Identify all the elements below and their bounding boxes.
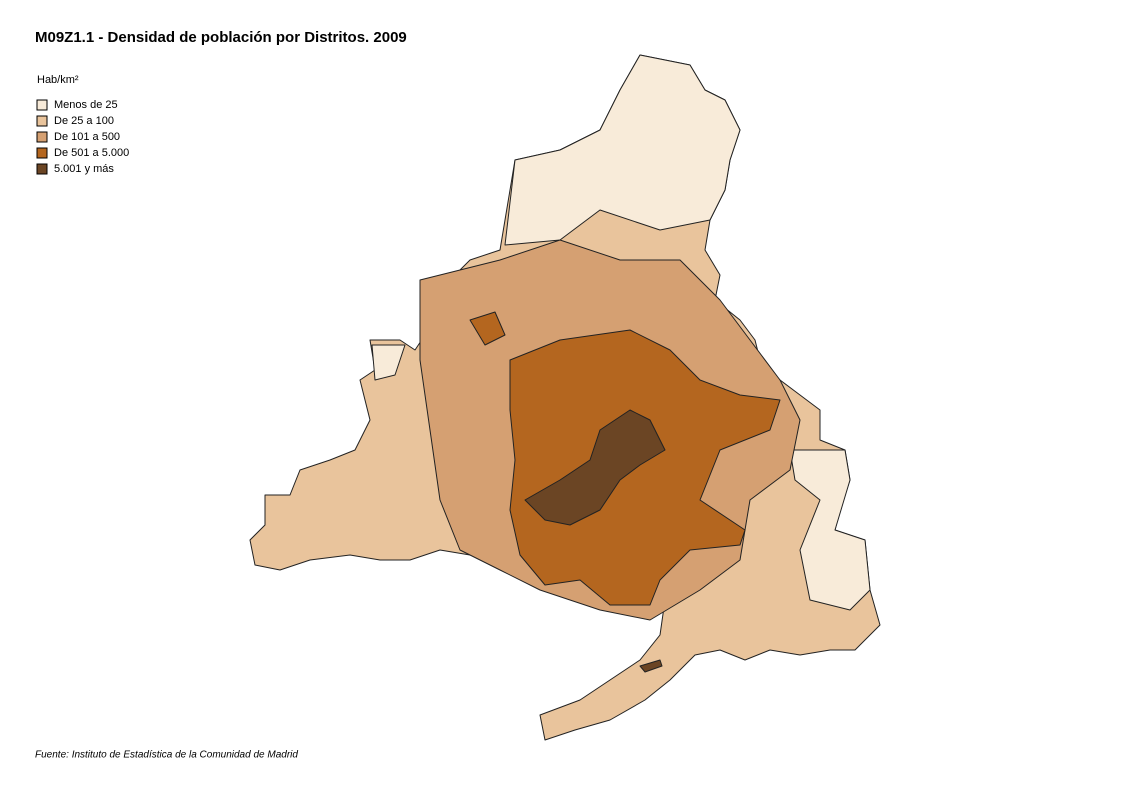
legend-label: Menos de 25 xyxy=(54,99,118,111)
region-metro xyxy=(509,329,781,606)
legend-swatch xyxy=(36,99,48,111)
region-north xyxy=(504,54,741,246)
region-west xyxy=(371,344,406,381)
map xyxy=(249,54,881,741)
legend-label: De 501 a 5.000 xyxy=(54,147,129,159)
region-core xyxy=(524,409,666,526)
legend-swatch xyxy=(36,163,48,175)
legend-title: Hab/km² xyxy=(37,74,79,86)
title: M09Z1.1 - Densidad de población por Dist… xyxy=(35,29,407,46)
legend-swatch xyxy=(36,131,48,143)
legend-label: De 101 a 500 xyxy=(54,131,120,143)
legend-label: 5.001 y más xyxy=(54,163,114,175)
legend-label: De 25 a 100 xyxy=(54,115,114,127)
legend: Menos de 25 De 25 a 100 De 101 a 500 De 501… xyxy=(36,99,129,175)
source: Fuente: Instituto de Estadística de la C… xyxy=(35,750,298,761)
region-northwest xyxy=(469,311,506,346)
legend-swatch xyxy=(36,115,48,127)
region-southeast xyxy=(639,659,663,673)
region-east xyxy=(789,449,871,611)
legend-swatch xyxy=(36,147,48,159)
